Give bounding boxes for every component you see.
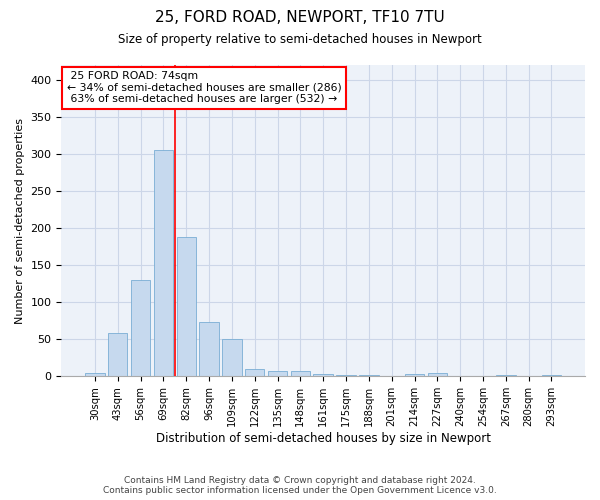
Text: Size of property relative to semi-detached houses in Newport: Size of property relative to semi-detach… <box>118 32 482 46</box>
Bar <box>496 375 515 376</box>
Bar <box>245 369 265 376</box>
Bar <box>542 375 561 376</box>
Bar <box>85 372 104 376</box>
Bar <box>428 374 447 376</box>
Bar <box>154 150 173 376</box>
Text: Contains HM Land Registry data © Crown copyright and database right 2024.
Contai: Contains HM Land Registry data © Crown c… <box>103 476 497 495</box>
Bar <box>359 375 379 376</box>
Bar <box>337 375 356 376</box>
Bar <box>268 371 287 376</box>
Bar <box>108 334 127 376</box>
Bar <box>199 322 219 376</box>
Y-axis label: Number of semi-detached properties: Number of semi-detached properties <box>15 118 25 324</box>
Bar <box>405 374 424 376</box>
Bar <box>290 371 310 376</box>
Bar <box>176 237 196 376</box>
Text: 25, FORD ROAD, NEWPORT, TF10 7TU: 25, FORD ROAD, NEWPORT, TF10 7TU <box>155 10 445 25</box>
X-axis label: Distribution of semi-detached houses by size in Newport: Distribution of semi-detached houses by … <box>156 432 491 445</box>
Bar <box>313 374 333 376</box>
Bar <box>131 280 150 376</box>
Bar <box>222 340 242 376</box>
Text: 25 FORD ROAD: 74sqm
← 34% of semi-detached houses are smaller (286)
 63% of semi: 25 FORD ROAD: 74sqm ← 34% of semi-detach… <box>67 71 341 104</box>
